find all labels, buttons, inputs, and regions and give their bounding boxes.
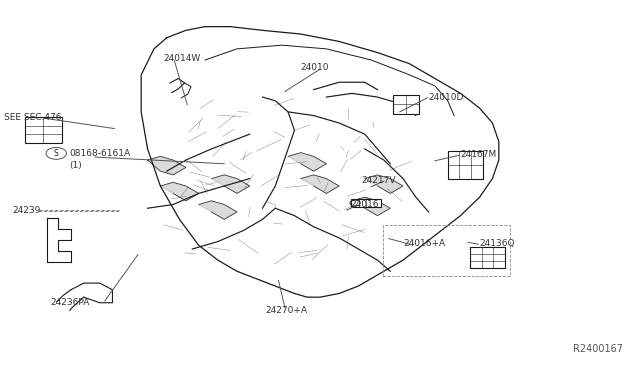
Text: 24010: 24010 (301, 63, 330, 72)
Text: 24010D: 24010D (429, 93, 464, 102)
Text: 24239: 24239 (12, 206, 40, 215)
Polygon shape (301, 175, 339, 193)
Polygon shape (198, 201, 237, 219)
Polygon shape (161, 182, 198, 201)
FancyBboxPatch shape (394, 95, 419, 114)
FancyBboxPatch shape (448, 151, 483, 179)
Text: 24136Q: 24136Q (479, 239, 515, 248)
Text: 08168-6161A: 08168-6161A (70, 149, 131, 158)
Text: (1): (1) (70, 161, 83, 170)
Polygon shape (288, 153, 326, 171)
Text: SEE SEC.476: SEE SEC.476 (4, 113, 61, 122)
Polygon shape (365, 175, 403, 193)
Polygon shape (352, 197, 390, 216)
Polygon shape (148, 156, 186, 175)
FancyBboxPatch shape (351, 199, 381, 208)
FancyBboxPatch shape (470, 247, 505, 267)
Text: 24217V: 24217V (362, 176, 396, 185)
Text: R2400167: R2400167 (573, 343, 623, 353)
Text: S: S (54, 149, 59, 158)
Text: 24167M: 24167M (461, 150, 497, 159)
Text: 24236PA: 24236PA (51, 298, 90, 307)
Polygon shape (211, 175, 250, 193)
Text: 24270+A: 24270+A (266, 306, 308, 315)
FancyBboxPatch shape (25, 118, 62, 142)
Text: 24016+A: 24016+A (403, 239, 445, 248)
Text: 24016: 24016 (351, 200, 379, 209)
Text: 24014W: 24014W (164, 54, 201, 62)
